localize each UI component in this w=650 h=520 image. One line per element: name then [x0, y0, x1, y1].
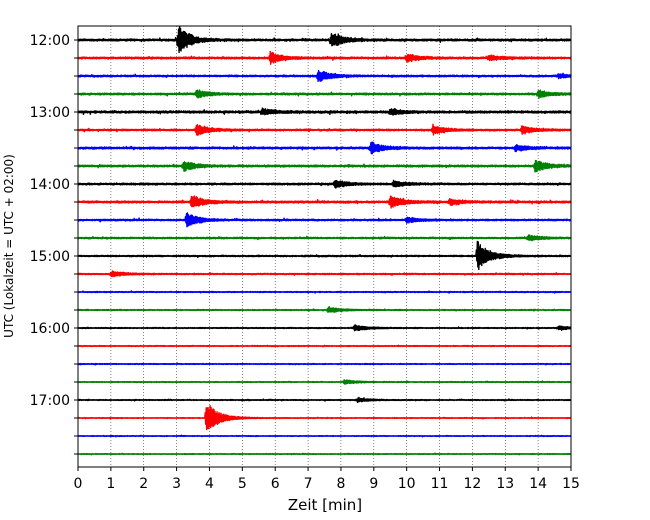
x-tick-label: 14: [529, 476, 547, 492]
y-tick-label: 17:00: [30, 393, 70, 409]
y-tick-label: 16:00: [30, 321, 70, 337]
x-tick-label: 13: [496, 476, 514, 492]
seismogram-trace: [77, 324, 572, 332]
seismogram-trace: [77, 69, 572, 83]
seismogram-trace: [77, 396, 572, 403]
trace-group: [77, 26, 572, 456]
seismogram-trace: [77, 306, 572, 313]
x-tick-label: 6: [271, 476, 280, 492]
seismogram-trace: [77, 344, 572, 348]
seismogram-trace: [77, 234, 572, 242]
seismogram-trace: [77, 26, 572, 54]
y-tick-label: 15:00: [30, 249, 70, 265]
x-tick-label: 8: [336, 476, 345, 492]
x-tick-label: 3: [172, 476, 181, 492]
x-axis: 0 1 2 3 4 5 6 7 8 9 10 11 12 13 14 15: [74, 467, 580, 492]
seismogram-trace: [77, 89, 572, 99]
seismogram-trace: [77, 379, 572, 385]
x-tick-label: 12: [463, 476, 481, 492]
seismogram-trace: [77, 50, 572, 65]
seismogram-trace: [77, 195, 572, 209]
x-tick-label: 15: [562, 476, 580, 492]
x-tick-label: 9: [369, 476, 378, 492]
seismogram-trace: [77, 290, 572, 294]
seismogram-trace: [77, 123, 572, 136]
y-axis-label: UTC (Lokalzeit = UTC + 02:00): [2, 154, 16, 338]
x-tick-label: 10: [398, 476, 416, 492]
x-tick-label: 4: [205, 476, 214, 492]
seismogram-trace: [77, 240, 572, 271]
x-tick-label: 1: [106, 476, 115, 492]
plot-frame: [77, 25, 572, 468]
y-axis: 12:00 13:00 14:00 15:00 16:00 17:00: [30, 33, 78, 455]
x-tick-label: 7: [304, 476, 313, 492]
seismogram-trace: [77, 107, 572, 116]
seismogram-trace: [77, 179, 572, 189]
seismogram-trace: [77, 434, 572, 438]
y-tick-label: 14:00: [30, 177, 70, 193]
y-tick-label: 13:00: [30, 105, 70, 121]
x-tick-label: 11: [431, 476, 449, 492]
x-tick-label: 2: [139, 476, 148, 492]
seismogram-trace: [77, 141, 572, 155]
seismogram-trace: [77, 159, 572, 173]
seismogram-trace: [77, 405, 572, 431]
y-tick-label: 12:00: [30, 33, 70, 49]
seismogram-trace: [77, 452, 572, 456]
x-tick-label: 0: [74, 476, 83, 492]
seismogram-trace: [77, 270, 572, 278]
x-tick-label: 5: [238, 476, 247, 492]
seismogram-trace: [77, 212, 572, 228]
seismogram-trace: [77, 362, 572, 366]
x-axis-label: Zeit [min]: [288, 496, 362, 514]
